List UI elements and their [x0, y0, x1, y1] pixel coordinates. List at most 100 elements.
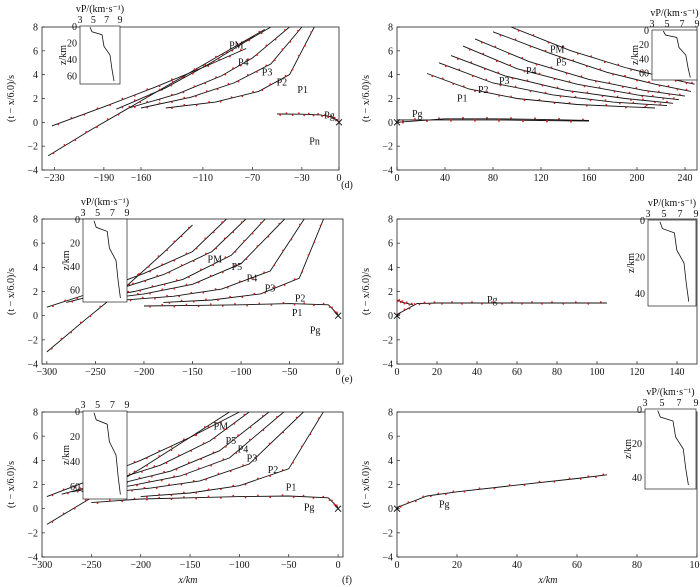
observed-pick: [51, 521, 54, 523]
observed-pick: [183, 103, 186, 106]
inset-title: vP/(km·s⁻¹): [76, 4, 124, 15]
observed-pick: [666, 100, 668, 103]
y-tick-label: −2: [382, 142, 393, 153]
observed-pick: [175, 468, 178, 471]
phase-label: P5: [556, 58, 567, 69]
observed-pick: [251, 232, 254, 235]
observed-pick: [155, 487, 158, 490]
inset-y-tick: 0: [637, 405, 642, 416]
x-tick-label: −300: [37, 367, 58, 378]
observed-pick: [685, 82, 688, 85]
observed-pick: [84, 499, 87, 501]
observed-pick: [193, 68, 196, 70]
observed-pick: [408, 304, 411, 306]
observed-pick: [568, 101, 571, 104]
observed-pick: [328, 306, 331, 308]
observed-pick: [137, 273, 139, 276]
observed-pick: [281, 469, 284, 471]
observed-pick: [209, 303, 212, 306]
observed-pick: [599, 68, 602, 70]
observed-pick: [508, 484, 511, 486]
observed-pick: [330, 114, 333, 117]
observed-pick: [568, 477, 571, 480]
x-tick-label: 120: [630, 367, 645, 378]
observed-pick: [616, 95, 619, 98]
observed-pick: [304, 44, 306, 47]
observed-pick: [70, 331, 72, 334]
observed-pick: [538, 480, 541, 483]
observed-pick: [146, 106, 149, 109]
inset-y-tick: 20: [632, 439, 642, 450]
x-tick-label: 200: [630, 173, 645, 184]
x-tick-label: 20: [432, 367, 442, 378]
observed-pick: [170, 84, 173, 87]
observed-pick: [74, 139, 77, 142]
observed-pick: [523, 70, 526, 73]
observed-pick: [574, 95, 577, 98]
y-tick-label: 4: [388, 70, 393, 81]
observed-pick: [433, 301, 436, 303]
observed-pick: [574, 301, 577, 303]
source-marker: [393, 505, 401, 513]
y-axis-label: (t − x/6.0)/s: [6, 461, 17, 508]
observed-pick: [612, 73, 614, 76]
observed-pick: [106, 118, 109, 120]
observed-pick: [62, 512, 65, 515]
y-tick-label: 6: [33, 432, 38, 443]
observed-pick: [672, 97, 675, 99]
phase-label: P2: [478, 85, 489, 96]
observed-pick: [133, 99, 136, 102]
observed-pick: [309, 433, 312, 436]
observed-pick: [402, 120, 404, 122]
phase-label: Pg: [439, 500, 450, 511]
observed-pick: [161, 303, 164, 306]
observed-pick: [207, 488, 210, 491]
travel-time-curve-2: [397, 118, 590, 123]
source-marker: [335, 118, 343, 126]
observed-pick: [255, 457, 257, 460]
observed-pick: [205, 90, 208, 92]
observed-pick: [509, 64, 512, 66]
phase-label: P1: [286, 482, 297, 493]
velocity-inset: 3 5 7 9 0 20 40 60 z/km: [61, 400, 130, 500]
observed-pick: [209, 274, 212, 277]
y-axis-label: (t − x/6.0)/s: [361, 268, 372, 315]
x-tick-label: 0: [395, 560, 400, 571]
observed-pick: [300, 445, 303, 448]
observed-pick: [641, 95, 644, 98]
observed-pick: [180, 264, 183, 266]
y-tick-label: 0: [388, 311, 393, 322]
observed-pick: [295, 416, 298, 419]
observed-pick: [183, 491, 185, 494]
observed-pick: [151, 285, 154, 287]
observed-pick: [635, 87, 638, 89]
observed-pick: [64, 299, 66, 302]
inset-x-tick: 5: [95, 400, 100, 411]
observed-pick: [220, 497, 222, 499]
observed-pick: [185, 473, 188, 476]
observed-pick: [281, 48, 284, 50]
inset-x-tick: 7: [110, 400, 115, 411]
observed-pick: [553, 78, 556, 81]
observed-pick: [197, 281, 200, 284]
observed-pick: [70, 116, 73, 119]
observed-pick: [418, 303, 421, 306]
observed-pick: [202, 291, 205, 294]
observed-pick: [96, 502, 99, 504]
x-tick-label: 160: [582, 173, 597, 184]
observed-pick: [200, 268, 202, 271]
y-tick-label: −4: [27, 360, 38, 371]
observed-pick: [526, 79, 529, 82]
x-tick-label: 80: [488, 173, 498, 184]
inset-y-tick: 40: [70, 262, 80, 273]
observed-pick: [587, 475, 590, 477]
travel-time-curve-1: [46, 412, 240, 525]
x-tick-label: −150: [182, 367, 203, 378]
x-tick-label: −50: [282, 367, 298, 378]
travel-time-curve-5: [95, 219, 286, 301]
x-tick-label: 100: [590, 367, 605, 378]
observed-pick: [511, 301, 513, 303]
observed-pick: [331, 499, 333, 502]
